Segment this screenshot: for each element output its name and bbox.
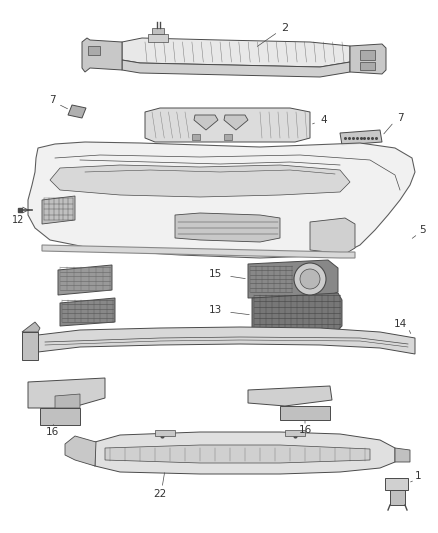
Polygon shape — [68, 105, 86, 118]
Polygon shape — [42, 196, 75, 224]
Text: 16: 16 — [298, 425, 311, 435]
Polygon shape — [395, 448, 410, 462]
Polygon shape — [58, 265, 112, 295]
Polygon shape — [360, 50, 375, 60]
Text: 4: 4 — [321, 115, 327, 125]
Polygon shape — [122, 38, 350, 67]
Polygon shape — [65, 436, 96, 466]
Polygon shape — [175, 213, 280, 242]
Text: 1: 1 — [415, 471, 421, 481]
Polygon shape — [28, 378, 105, 408]
Polygon shape — [22, 332, 38, 360]
Text: 13: 13 — [208, 305, 222, 315]
Text: 7: 7 — [397, 113, 403, 123]
Polygon shape — [145, 108, 310, 142]
Circle shape — [300, 269, 320, 289]
Polygon shape — [40, 408, 80, 425]
Polygon shape — [82, 38, 122, 72]
Circle shape — [294, 263, 326, 295]
Text: 16: 16 — [46, 427, 59, 437]
Polygon shape — [194, 115, 218, 130]
Text: 5: 5 — [419, 225, 425, 235]
Text: 12: 12 — [12, 215, 24, 225]
Polygon shape — [105, 445, 370, 463]
Polygon shape — [192, 134, 200, 140]
Polygon shape — [340, 130, 382, 145]
Polygon shape — [385, 478, 408, 490]
Polygon shape — [310, 218, 355, 254]
Polygon shape — [38, 327, 415, 354]
Polygon shape — [28, 142, 415, 258]
Polygon shape — [122, 60, 350, 77]
Polygon shape — [280, 406, 330, 420]
Polygon shape — [155, 430, 175, 436]
Polygon shape — [252, 293, 342, 332]
Polygon shape — [88, 46, 100, 55]
Polygon shape — [88, 442, 95, 466]
Polygon shape — [350, 44, 386, 74]
Text: 2: 2 — [282, 23, 289, 33]
Circle shape — [319, 222, 347, 250]
Polygon shape — [224, 115, 248, 130]
Polygon shape — [22, 322, 40, 332]
Text: 7: 7 — [49, 95, 55, 105]
Polygon shape — [285, 430, 305, 436]
Polygon shape — [148, 34, 168, 42]
Polygon shape — [42, 245, 355, 258]
Polygon shape — [248, 386, 332, 406]
Polygon shape — [88, 432, 395, 474]
Polygon shape — [60, 298, 115, 326]
Polygon shape — [152, 28, 164, 34]
Polygon shape — [224, 134, 232, 140]
Text: 15: 15 — [208, 269, 222, 279]
Polygon shape — [50, 165, 350, 197]
Polygon shape — [360, 62, 375, 70]
Polygon shape — [248, 260, 338, 298]
Polygon shape — [55, 394, 80, 408]
Text: 22: 22 — [153, 489, 166, 499]
Text: 14: 14 — [393, 319, 406, 329]
Polygon shape — [390, 490, 405, 505]
